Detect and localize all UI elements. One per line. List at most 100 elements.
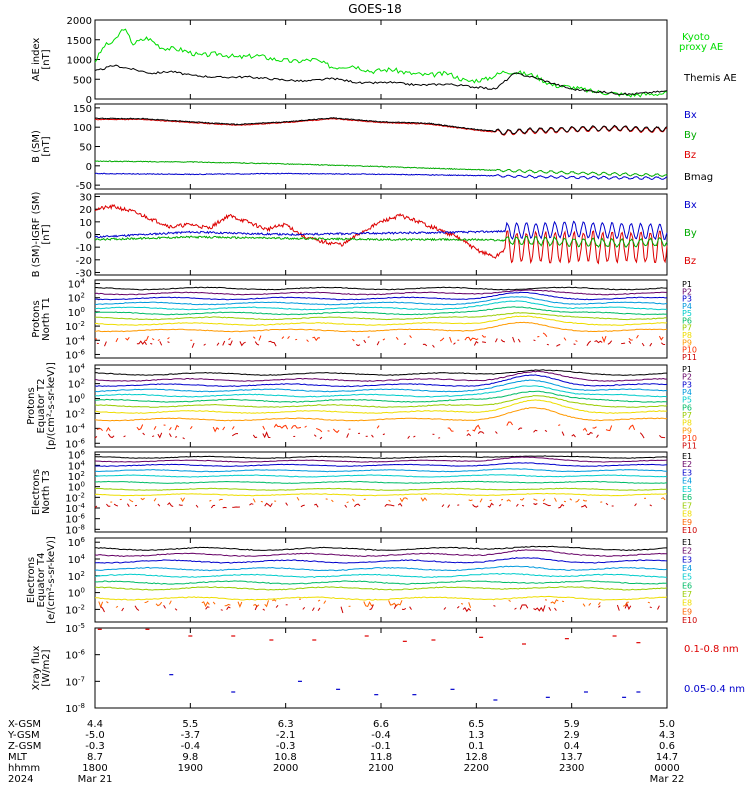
- y-tick-exponent: -6: [78, 348, 86, 356]
- y-tick-label: 100: [68, 306, 85, 319]
- legend-entry-bz: Bz: [684, 150, 696, 161]
- series-line: [605, 425, 613, 432]
- series-line: [649, 606, 652, 609]
- y-axis-label-line: [nT]: [41, 49, 52, 69]
- series-line: [489, 499, 492, 502]
- series-line: [212, 426, 220, 433]
- y-tick-exponent: -4: [78, 422, 86, 430]
- series-line: [203, 343, 206, 346]
- y-tick-label: 10-5: [65, 622, 85, 635]
- series-line: [517, 338, 521, 343]
- y-tick-exponent: 2: [81, 570, 85, 578]
- panel-electrons-north: Electrons North T310610410210010-210-410-…: [31, 449, 697, 537]
- series-line: [300, 504, 305, 508]
- series-line: [409, 606, 412, 610]
- series-line: [312, 336, 321, 342]
- y-tick-label: 0: [86, 231, 92, 242]
- y-tick-label: 10-8: [65, 523, 85, 536]
- series-line: [384, 503, 395, 507]
- series-line: [94, 586, 668, 591]
- series-line: [601, 335, 607, 344]
- y-tick-label: 50: [79, 143, 92, 154]
- series-line: [382, 433, 385, 436]
- y-axis-label: Protons North T1: [31, 297, 52, 341]
- legend-entry: E10: [682, 526, 697, 535]
- series-line: [94, 300, 668, 311]
- series-line: [472, 504, 479, 508]
- footer-value: 8.7: [87, 752, 103, 763]
- series-line: [94, 289, 667, 296]
- series-line: [252, 336, 256, 339]
- y-tick-label: 106: [68, 536, 86, 549]
- footer-value: 0.4: [564, 741, 580, 752]
- series-line: [516, 503, 519, 507]
- y-tick-label: -10: [76, 243, 92, 254]
- y-tick-label: 10-6: [65, 649, 85, 662]
- series-line: [597, 601, 601, 606]
- series-line: [94, 286, 667, 291]
- series-line: [254, 341, 260, 346]
- legend-entry: P1: [682, 280, 692, 289]
- series-line: [369, 604, 374, 611]
- series-line: [649, 342, 653, 347]
- series-line: [174, 608, 178, 611]
- y-tick-label: 10-4: [65, 334, 85, 347]
- y-tick-label: 100: [68, 393, 85, 406]
- footer-value: 1.3: [468, 730, 484, 741]
- panel-frame: [94, 193, 668, 276]
- series-line: [533, 605, 546, 613]
- series-line: [295, 338, 298, 341]
- y-axis-label-line: North T3: [41, 470, 52, 514]
- series-line: [443, 607, 447, 610]
- series-line: [159, 341, 163, 346]
- series-line: [456, 606, 460, 609]
- legend-entry-kyoto-2: proxy AE: [679, 42, 723, 53]
- y-tick-exponent: -8: [78, 702, 85, 710]
- series-line: [94, 64, 668, 96]
- series-line: [438, 437, 441, 439]
- series-line: [94, 220, 668, 241]
- y-axis-label: Xray flux [W/m2]: [31, 646, 52, 691]
- panel-b-sm: B (SM) [nT] -50 0 50 100 150 Bx By Bz Bmag: [31, 103, 713, 192]
- footer-value: -0.4: [371, 730, 391, 741]
- series-line: [216, 342, 220, 346]
- y-tick-exponent: 0: [81, 306, 85, 314]
- series-line: [237, 601, 243, 608]
- footer-row-label: 2024: [8, 774, 33, 785]
- y-axis-label-line: Protons: [26, 387, 37, 424]
- series-line: [94, 235, 668, 248]
- y-tick-exponent: -2: [78, 320, 85, 328]
- y-axis-label-line: B (SM)-IGRF (SM): [31, 192, 42, 278]
- y-tick-label: 10-2: [65, 603, 85, 616]
- y-tick-exponent: 0: [81, 481, 85, 489]
- y-tick-exponent: -2: [78, 491, 85, 499]
- series-line: [616, 604, 620, 611]
- series-line: [316, 427, 323, 433]
- y-tick-label: 100: [68, 587, 85, 600]
- y-axis-label: B (SM)-IGRF (SM) [nT]: [31, 192, 52, 278]
- series-line: [94, 203, 668, 265]
- y-tick-label: 102: [68, 378, 85, 391]
- series-line: [317, 599, 321, 602]
- series-line: [168, 427, 172, 431]
- series-line: [253, 603, 260, 608]
- y-tick-exponent: -4: [78, 334, 86, 342]
- series-line: [588, 602, 592, 606]
- series-line: [581, 504, 588, 509]
- series-line: [466, 433, 471, 437]
- series-line: [205, 606, 210, 610]
- series-line: [659, 435, 666, 439]
- legend-entry: P2: [682, 287, 692, 296]
- series-line: [636, 334, 639, 339]
- y-tick-exponent: -7: [78, 675, 85, 683]
- series-line: [571, 434, 576, 438]
- series-line: [495, 431, 498, 434]
- y-tick-exponent: -2: [78, 407, 85, 415]
- footer-value: -0.3: [85, 741, 105, 752]
- series-line: [94, 379, 668, 393]
- series-line: [121, 607, 125, 612]
- series-line: [323, 600, 327, 604]
- footer-value: 2100: [368, 763, 393, 774]
- series-line: [346, 501, 349, 504]
